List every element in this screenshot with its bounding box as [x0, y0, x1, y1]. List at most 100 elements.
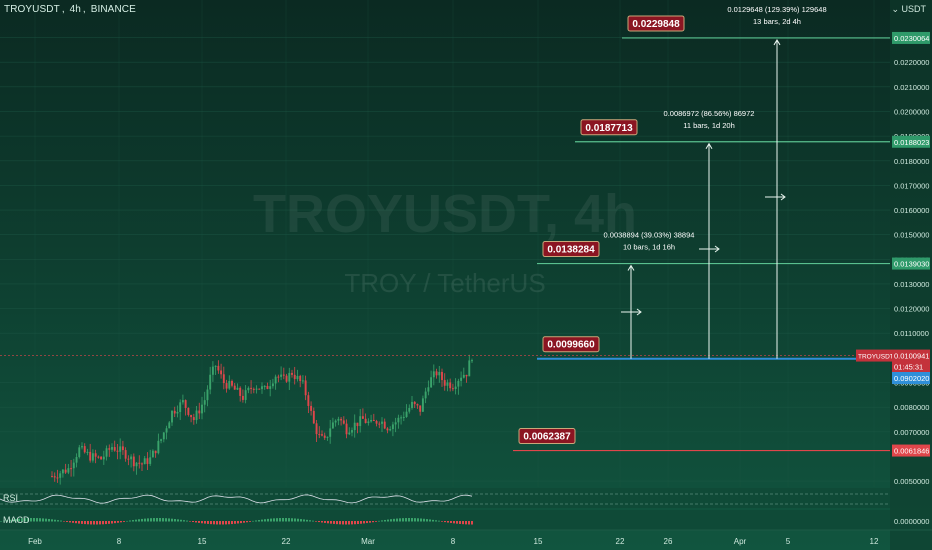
macd-bar — [9, 519, 11, 522]
macd-bar — [84, 521, 86, 525]
candle — [345, 423, 348, 435]
candle — [288, 372, 291, 382]
macd-bar — [159, 518, 161, 522]
candle — [378, 423, 381, 425]
candle — [451, 388, 454, 390]
macd-bar — [327, 521, 329, 524]
macd-bar — [189, 521, 191, 522]
rsi-label[interactable]: RSI — [3, 493, 19, 503]
macd-bar — [30, 518, 32, 522]
macd-bar — [150, 518, 152, 522]
interval-label: 4h — [69, 4, 81, 15]
macd-bar — [96, 521, 98, 525]
candle — [124, 450, 127, 459]
candle — [217, 365, 220, 371]
y-tick-label: 0.0050000 — [894, 477, 929, 486]
macd-bar — [120, 521, 122, 523]
macd-bar — [432, 519, 434, 522]
macd-bar — [0, 521, 2, 522]
macd-bar — [60, 520, 62, 522]
macd-bar — [63, 521, 65, 522]
rsi-line — [0, 494, 473, 504]
candle — [220, 370, 223, 375]
exchange-label: BINANCE — [90, 4, 136, 15]
macd-bar — [390, 519, 392, 522]
macd-bar — [285, 518, 287, 522]
macd-bar — [342, 521, 344, 525]
macd-bar — [165, 518, 167, 522]
macd-bar — [72, 521, 74, 523]
macd-bar — [264, 519, 266, 522]
measure-text: 11 bars, 1d 20h — [683, 121, 735, 130]
macd-bar — [333, 521, 335, 524]
candle — [72, 462, 75, 469]
macd-bar — [312, 520, 314, 522]
macd-bar — [183, 520, 185, 522]
arrow-head-icon — [705, 142, 713, 150]
macd-bar — [144, 518, 146, 522]
candle — [211, 366, 214, 375]
macd-zero-label: 0.0000000 — [894, 517, 929, 526]
level-label: 0.0138284 — [547, 245, 595, 256]
macd-bar — [129, 520, 131, 522]
axis-level-tag — [892, 257, 930, 270]
candle — [181, 400, 184, 403]
macd-bar — [156, 518, 158, 522]
y-tick-label: 0.0160000 — [894, 206, 929, 215]
candle — [244, 390, 247, 400]
x-tick-label: Apr — [734, 537, 747, 546]
macd-bar — [78, 521, 80, 524]
candle — [225, 383, 228, 389]
candle — [285, 375, 288, 382]
candle — [446, 382, 449, 386]
candle — [141, 463, 143, 465]
macd-bar — [105, 521, 107, 525]
candle — [337, 418, 340, 421]
candle — [81, 446, 83, 448]
candle — [116, 450, 119, 452]
macd-bar — [276, 518, 278, 522]
macd-bar — [258, 520, 260, 522]
candle — [386, 428, 389, 431]
macd-bar — [297, 518, 299, 522]
candle — [132, 456, 135, 467]
macd-bar — [363, 521, 365, 524]
candle — [370, 419, 373, 422]
macd-bar — [90, 521, 92, 525]
macd-bar — [471, 521, 473, 525]
secondary-tag: 0.0902020 — [894, 374, 929, 383]
arrow-right-icon — [636, 308, 642, 316]
candle — [405, 411, 408, 417]
macd-bar — [45, 518, 47, 522]
candle — [190, 414, 193, 418]
candle — [203, 400, 206, 405]
candle — [64, 469, 67, 473]
candle — [233, 385, 236, 390]
macd-bar — [261, 519, 263, 522]
arrow-right-icon — [714, 245, 720, 253]
candle — [342, 420, 345, 424]
macd-bar — [141, 518, 143, 522]
y-tick-label: 0.0110000 — [894, 329, 929, 338]
macd-bar — [27, 518, 29, 522]
candle — [356, 422, 359, 427]
candle — [209, 374, 212, 390]
y-tick-label: 0.0150000 — [894, 231, 929, 240]
y-tick-label: 0.0170000 — [894, 181, 929, 190]
candle — [301, 380, 304, 382]
macd-bar — [114, 521, 116, 524]
macd-bar — [405, 518, 407, 522]
candle — [391, 424, 394, 430]
candle — [157, 440, 160, 454]
macd-bar — [273, 518, 275, 522]
macd-bar — [303, 519, 305, 522]
price-tag-box — [892, 349, 930, 374]
candle — [411, 401, 413, 409]
candle — [293, 374, 296, 380]
x-tick-label: 22 — [282, 537, 291, 546]
macd-bar — [207, 521, 209, 524]
macd-bar — [81, 521, 83, 524]
candle — [239, 387, 242, 396]
macd-label[interactable]: MACD — [3, 515, 30, 525]
